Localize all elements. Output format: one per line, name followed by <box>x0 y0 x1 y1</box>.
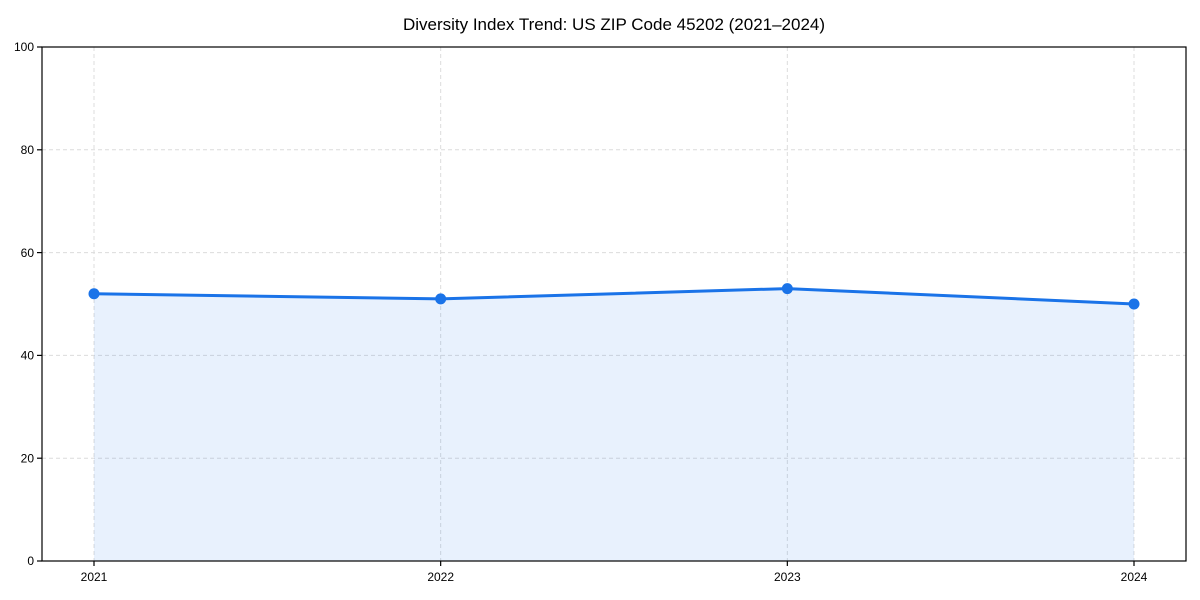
gridlines <box>42 47 1186 561</box>
data-point-2022 <box>435 293 447 305</box>
y-tick-label-60: 60 <box>21 246 35 260</box>
x-tick-label-2021: 2021 <box>81 570 108 584</box>
area-fill-path <box>94 288 1134 561</box>
axes <box>37 46 1187 566</box>
data-point-2024 <box>1128 298 1140 310</box>
y-tick-label-100: 100 <box>14 40 34 54</box>
x-tick-label-2023: 2023 <box>774 570 801 584</box>
y-tick-label-40: 40 <box>21 349 35 363</box>
data-point-markers <box>88 283 1140 310</box>
trend-line-path <box>92 287 1136 306</box>
y-tick-label-80: 80 <box>21 143 35 157</box>
x-tick-label-2024: 2024 <box>1121 570 1148 584</box>
chart-title: Diversity Index Trend: US ZIP Code 45202… <box>403 15 825 34</box>
trend-line <box>92 287 1136 306</box>
data-point-2021 <box>88 288 100 300</box>
area-fill <box>94 288 1134 561</box>
y-tick-label-20: 20 <box>21 451 35 465</box>
tick-labels: 0 20 40 60 80 100 2021 2022 2023 2024 <box>14 40 1148 584</box>
data-point-2023 <box>781 283 793 295</box>
y-tick-label-0: 0 <box>27 554 34 568</box>
x-tick-label-2022: 2022 <box>427 570 454 584</box>
plot-border <box>41 46 1187 562</box>
